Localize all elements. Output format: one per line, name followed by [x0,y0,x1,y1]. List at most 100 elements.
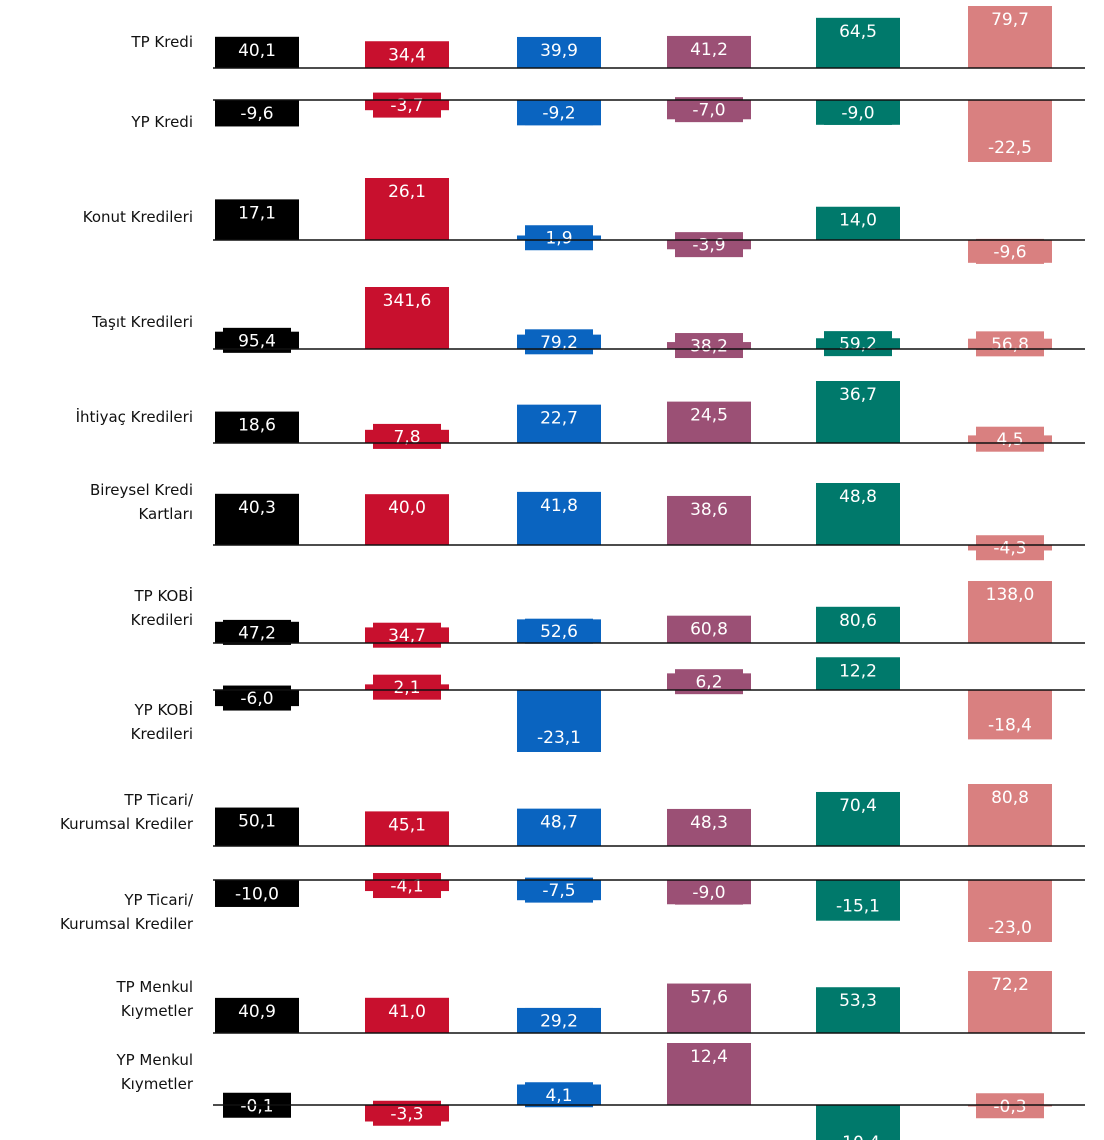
label-box [223,100,291,126]
bar [816,17,900,68]
category-label: YP Ticari/ Kurumsal Krediler [60,891,193,933]
label-box [373,92,441,118]
value-label: 50,1 [238,812,276,832]
value-label: 12,2 [839,661,877,681]
bar [816,206,900,240]
category-label: Taşıt Kredileri [92,313,193,331]
category-label: Konut Kredileri [82,208,193,226]
value-label: 48,7 [540,813,578,833]
value-label: 26,1 [388,182,426,202]
category-label: TP KOBİ Kredileri [130,587,193,629]
bar [816,483,900,545]
value-label: -4,3 [993,539,1026,559]
label-box [223,880,291,906]
value-label: 14,0 [839,211,877,231]
value-label: 1,9 [545,229,572,249]
value-label: 70,4 [839,796,877,816]
category-label: YP Menkul Kıymetler [116,1051,193,1093]
value-label: -9,2 [542,104,575,124]
value-label: -9,0 [692,883,725,903]
bar [968,6,1052,68]
value-label: -0,1 [240,1096,273,1116]
value-label: 17,1 [238,203,276,223]
bar [816,657,900,690]
label-box [976,535,1044,561]
bar [816,1105,900,1140]
value-label: 60,8 [690,620,728,640]
value-label: 48,3 [690,813,728,833]
value-label: 22,7 [540,409,578,429]
value-label: 341,6 [383,291,432,311]
value-label: 41,8 [540,496,578,516]
bar [816,606,900,643]
bar [215,36,299,68]
value-label: 80,6 [839,611,877,631]
value-label: 7,8 [393,427,420,447]
value-label: 40,9 [238,1002,276,1022]
value-label: 53,3 [839,991,877,1011]
value-label: 34,4 [388,46,426,66]
value-label: -0,3 [993,1097,1026,1117]
category-label: İhtiyaç Kredileri [75,408,193,426]
value-label: -18,4 [988,715,1032,735]
value-label: 34,7 [388,626,426,646]
value-label: -6,0 [240,689,273,709]
bar [365,494,449,545]
bar [517,690,601,752]
bar [968,581,1052,643]
label-box [525,618,593,644]
value-label: 41,2 [690,40,728,60]
value-label: 12,4 [690,1047,728,1067]
value-label: -9,0 [841,103,874,123]
bar [816,987,900,1033]
bar [215,199,299,240]
bar [667,983,751,1033]
bar [365,287,449,349]
bar [365,997,449,1033]
value-label: 40,3 [238,498,276,518]
value-label: 40,0 [388,498,426,518]
value-label: 95,4 [238,331,276,351]
label-box [525,225,593,251]
label-box [525,329,593,355]
label-box [675,232,743,258]
value-label: -23,0 [988,918,1032,938]
bar [968,690,1052,740]
value-label: -10,0 [235,884,279,904]
bar [667,1043,751,1105]
value-label: 41,0 [388,1002,426,1022]
label-box [824,331,892,357]
value-label: 138,0 [986,585,1035,605]
bar [968,880,1052,942]
bar [816,381,900,443]
bar [365,811,449,846]
value-label: 40,1 [238,41,276,61]
value-label: -7,0 [692,101,725,121]
bar [517,491,601,545]
bar [816,791,900,846]
bar [816,880,900,921]
label-box [976,331,1044,357]
bar [215,411,299,443]
value-label: 2,1 [393,678,420,698]
value-label: 6,2 [695,673,722,693]
bar [517,404,601,443]
value-label: 79,2 [540,333,578,353]
label-box [525,1007,593,1033]
value-label: 4,5 [996,430,1023,450]
bar [365,178,449,240]
category-label: TP Kredi [131,33,193,51]
bar [667,808,751,846]
bar [667,615,751,643]
value-label: -3,7 [390,96,423,116]
label-box [373,873,441,899]
value-label: -9,6 [993,242,1026,262]
bar [667,35,751,68]
category-label: YP KOBİ Kredileri [130,701,193,743]
value-label: 39,9 [540,41,578,61]
value-label: 52,6 [540,622,578,642]
value-label: -3,9 [692,236,725,256]
category-label: YP Kredi [131,113,193,131]
category-label: TP Menkul Kıymetler [116,978,193,1020]
